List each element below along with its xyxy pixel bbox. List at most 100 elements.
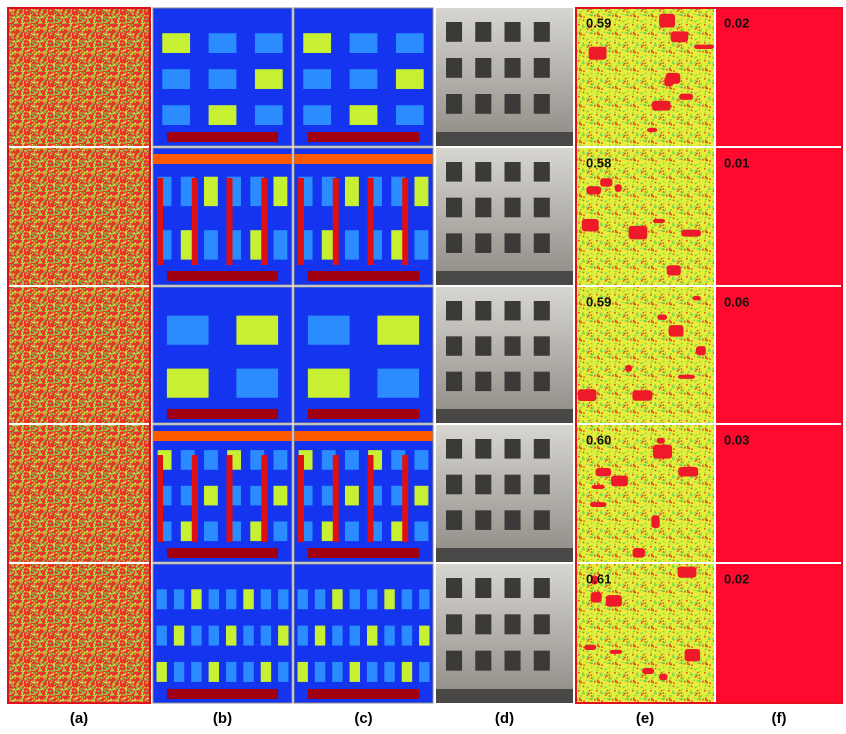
heat-blob <box>678 467 698 476</box>
panel <box>294 425 433 562</box>
panel <box>8 564 150 703</box>
pillar <box>157 455 163 542</box>
window <box>156 589 166 609</box>
facade-bg <box>294 425 433 562</box>
heat-blob <box>632 390 652 400</box>
heat-blob <box>611 476 628 487</box>
pillar <box>261 178 267 265</box>
band <box>294 154 433 164</box>
window <box>332 589 342 609</box>
photo-window <box>446 22 462 42</box>
photo-window <box>446 58 462 78</box>
panel <box>436 8 573 146</box>
heat-blob <box>589 47 607 60</box>
window <box>167 316 209 345</box>
photo-window <box>505 301 521 320</box>
photo-window <box>534 439 550 459</box>
window <box>204 521 218 541</box>
photo-window <box>505 651 521 671</box>
window <box>396 105 424 125</box>
photo-window <box>446 162 462 182</box>
column-label: (c) <box>354 710 372 727</box>
heat-blob <box>667 265 681 275</box>
window <box>414 230 428 259</box>
window <box>278 589 288 609</box>
pillar <box>227 178 233 265</box>
noise-panel <box>8 8 150 146</box>
window <box>297 662 307 682</box>
band <box>294 431 433 441</box>
window <box>209 626 219 646</box>
window <box>414 450 428 470</box>
panel <box>436 564 573 703</box>
window <box>345 486 359 506</box>
window <box>243 662 253 682</box>
window <box>255 33 283 53</box>
heat-blob <box>629 226 648 239</box>
heat-blob <box>692 296 701 300</box>
window <box>209 105 237 125</box>
panel <box>8 287 150 423</box>
heat-blob <box>669 325 684 337</box>
score-e: 0.61 <box>586 571 611 586</box>
window <box>384 662 394 682</box>
photo-window <box>534 578 550 598</box>
panel <box>153 8 292 146</box>
score-f: 0.06 <box>724 294 749 309</box>
noise-panel <box>8 287 150 423</box>
score-e: 0.58 <box>586 155 611 170</box>
base <box>308 271 419 281</box>
photo-window <box>446 301 462 320</box>
panel <box>294 8 433 146</box>
photo-window <box>505 475 521 495</box>
base <box>308 132 419 142</box>
heat-blob <box>578 389 597 401</box>
pillar <box>298 178 304 265</box>
window <box>236 369 278 398</box>
panel <box>153 148 292 285</box>
panel <box>8 425 150 562</box>
band <box>153 154 292 164</box>
window <box>402 589 412 609</box>
panel <box>8 148 150 285</box>
window <box>419 662 429 682</box>
base <box>308 409 419 419</box>
panel <box>294 287 433 423</box>
window <box>350 662 360 682</box>
window <box>162 105 190 125</box>
window <box>226 662 236 682</box>
window <box>174 589 184 609</box>
window <box>377 316 419 345</box>
window <box>414 486 428 506</box>
window <box>315 626 325 646</box>
window <box>226 589 236 609</box>
window <box>167 369 209 398</box>
window <box>350 105 378 125</box>
photo-window <box>505 578 521 598</box>
photo-window <box>475 301 491 320</box>
window <box>396 33 424 53</box>
window <box>278 662 288 682</box>
heat-blob <box>642 668 654 674</box>
window <box>414 521 428 541</box>
base <box>167 409 278 419</box>
photo-window <box>446 578 462 598</box>
pillar <box>298 455 304 542</box>
heat-blob <box>653 219 665 223</box>
heat-blob <box>651 515 659 528</box>
base <box>308 689 419 699</box>
photo-window <box>475 233 491 253</box>
heat-blob <box>595 468 611 476</box>
figure: 0.590.020.580.010.590.060.600.030.610.02… <box>0 0 846 734</box>
score-e: 0.59 <box>586 294 611 309</box>
heat-blob <box>653 445 672 459</box>
window <box>345 521 359 541</box>
window <box>273 177 287 206</box>
panel <box>294 148 433 285</box>
window <box>384 626 394 646</box>
photo-window <box>505 162 521 182</box>
window <box>209 662 219 682</box>
window <box>174 662 184 682</box>
heat-blob <box>696 346 706 355</box>
